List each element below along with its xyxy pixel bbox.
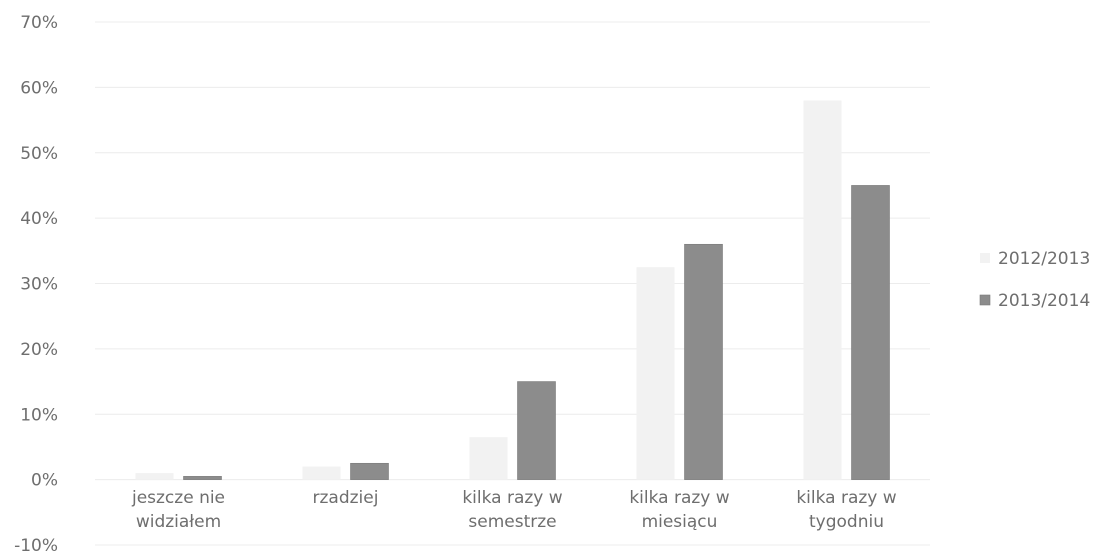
bars xyxy=(135,100,890,480)
x-category-label: rzadziej xyxy=(313,488,379,508)
y-tick-label: 70% xyxy=(20,13,58,33)
y-axis: 70% 60% 50% 40% 30% 20% 10% 0% -10% xyxy=(14,13,58,553)
y-tick-label: 0% xyxy=(31,471,58,491)
gridlines xyxy=(95,21,930,546)
y-tick-label: 30% xyxy=(20,275,58,295)
x-category-label: kilka razy w xyxy=(796,488,896,508)
bar-2013-2014 xyxy=(350,462,389,480)
legend-swatch xyxy=(979,294,991,306)
y-tick-label: 50% xyxy=(20,144,58,164)
legend-label: 2013/2014 xyxy=(998,291,1090,311)
y-tick-label: 10% xyxy=(20,405,58,425)
y-tick-label: 20% xyxy=(20,340,58,360)
legend: 2012/2013 2013/2014 xyxy=(979,249,1090,311)
legend-label: 2012/2013 xyxy=(998,249,1090,269)
y-tick-label: -10% xyxy=(14,536,58,553)
bar-2012-2013 xyxy=(135,473,174,480)
bar-2013-2014 xyxy=(517,381,556,480)
x-axis: jeszcze nie widziałem rzadziej kilka razy w… xyxy=(131,488,897,532)
bar-2013-2014 xyxy=(183,476,222,480)
x-category-label: tygodniu xyxy=(809,512,884,532)
x-category-label: kilka razy w xyxy=(629,488,729,508)
x-category-label: miesiącu xyxy=(642,512,718,532)
x-category-label: jeszcze nie xyxy=(131,488,225,508)
x-category-label: kilka razy w xyxy=(462,488,562,508)
legend-swatch xyxy=(980,253,990,263)
bar-2012-2013 xyxy=(302,466,341,480)
y-tick-label: 60% xyxy=(20,78,58,98)
bar-2013-2014 xyxy=(684,243,723,480)
y-tick-label: 40% xyxy=(20,209,58,229)
bar-2013-2014 xyxy=(851,185,890,480)
bar-2012-2013 xyxy=(636,267,675,480)
bar-2012-2013 xyxy=(803,100,842,480)
x-category-label: widziałem xyxy=(136,512,221,532)
bar-2012-2013 xyxy=(469,437,508,480)
x-category-label: semestrze xyxy=(468,512,556,532)
